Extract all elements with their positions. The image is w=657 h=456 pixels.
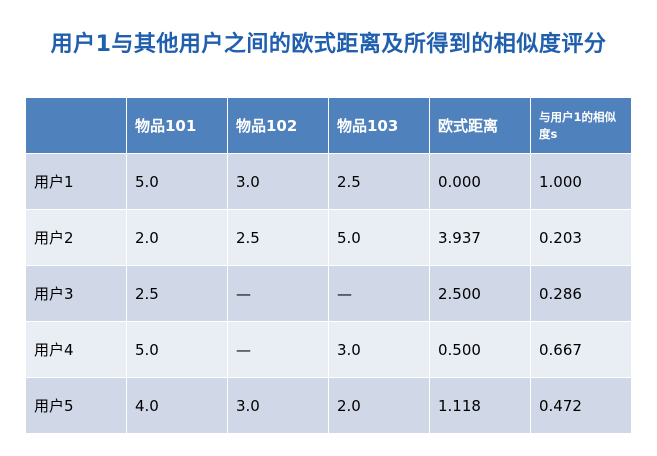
table-cell: 3.0 bbox=[328, 321, 430, 378]
table-cell: 1.118 bbox=[429, 377, 531, 434]
table-cell: 2.5 bbox=[328, 153, 430, 210]
column-header: 欧式距离 bbox=[429, 97, 531, 154]
row-header: 用户2 bbox=[25, 209, 127, 266]
row-header: 用户4 bbox=[25, 321, 127, 378]
table-cell: 5.0 bbox=[328, 209, 430, 266]
table-cell: 2.0 bbox=[126, 209, 228, 266]
table-row: 用户5 4.0 3.0 2.0 1.118 0.472 bbox=[25, 377, 632, 434]
table-cell: 3.0 bbox=[227, 153, 329, 210]
row-header: 用户3 bbox=[25, 265, 127, 322]
table-cell: 2.0 bbox=[328, 377, 430, 434]
header-row: 物品101 物品102 物品103 欧式距离 与用户1的相似度s bbox=[25, 97, 632, 154]
table-cell: 2.500 bbox=[429, 265, 531, 322]
table-cell: — bbox=[227, 321, 329, 378]
table-cell: 4.0 bbox=[126, 377, 228, 434]
table-row: 用户2 2.0 2.5 5.0 3.937 0.203 bbox=[25, 209, 632, 266]
column-header: 物品102 bbox=[227, 97, 329, 154]
table-cell: 5.0 bbox=[126, 321, 228, 378]
row-header: 用户1 bbox=[25, 153, 127, 210]
table-row: 用户3 2.5— —2.500 0.286 bbox=[25, 265, 632, 322]
table-cell: 5.0 bbox=[126, 153, 228, 210]
table-body: 用户1 5.0 3.0 2.5 0.000 1.000 用户2 2.0 2.5 5.0 3.937 0… bbox=[25, 153, 632, 434]
table-cell: 0.286 bbox=[530, 265, 632, 322]
table-cell: 0.667 bbox=[530, 321, 632, 378]
table-cell: — bbox=[328, 265, 430, 322]
table-cell: 0.203 bbox=[530, 209, 632, 266]
table-cell: 0.000 bbox=[429, 153, 531, 210]
row-header: 用户5 bbox=[25, 377, 127, 434]
title: 用户1与其他用户之间的欧式距离及所得到的相似度评分 bbox=[50, 32, 607, 57]
table-cell: 0.472 bbox=[530, 377, 632, 434]
table-cell: 2.5 bbox=[227, 209, 329, 266]
table-head: 物品101 物品102 物品103 欧式距离 与用户1的相似度s bbox=[25, 97, 632, 154]
table-cell: 0.500 bbox=[429, 321, 531, 378]
table-cell: 2.5 bbox=[126, 265, 228, 322]
table-row: 用户1 5.0 3.0 2.5 0.000 1.000 bbox=[25, 153, 632, 210]
table-cell: 1.000 bbox=[530, 153, 632, 210]
table: 物品101 物品102 物品103 欧式距离 与用户1的相似度s 用户1 5.0 3.0 2.… bbox=[25, 97, 632, 434]
table-row: 用户4 5.0—3.0 0.500 0.667 bbox=[25, 321, 632, 378]
column-header: 物品103 bbox=[328, 97, 430, 154]
table-cell: 3.0 bbox=[227, 377, 329, 434]
column-header: 与用户1的相似度s bbox=[530, 97, 632, 154]
table-cell: — bbox=[227, 265, 329, 322]
corner-cell bbox=[25, 97, 127, 154]
column-header: 物品101 bbox=[126, 97, 228, 154]
table-cell: 3.937 bbox=[429, 209, 531, 266]
